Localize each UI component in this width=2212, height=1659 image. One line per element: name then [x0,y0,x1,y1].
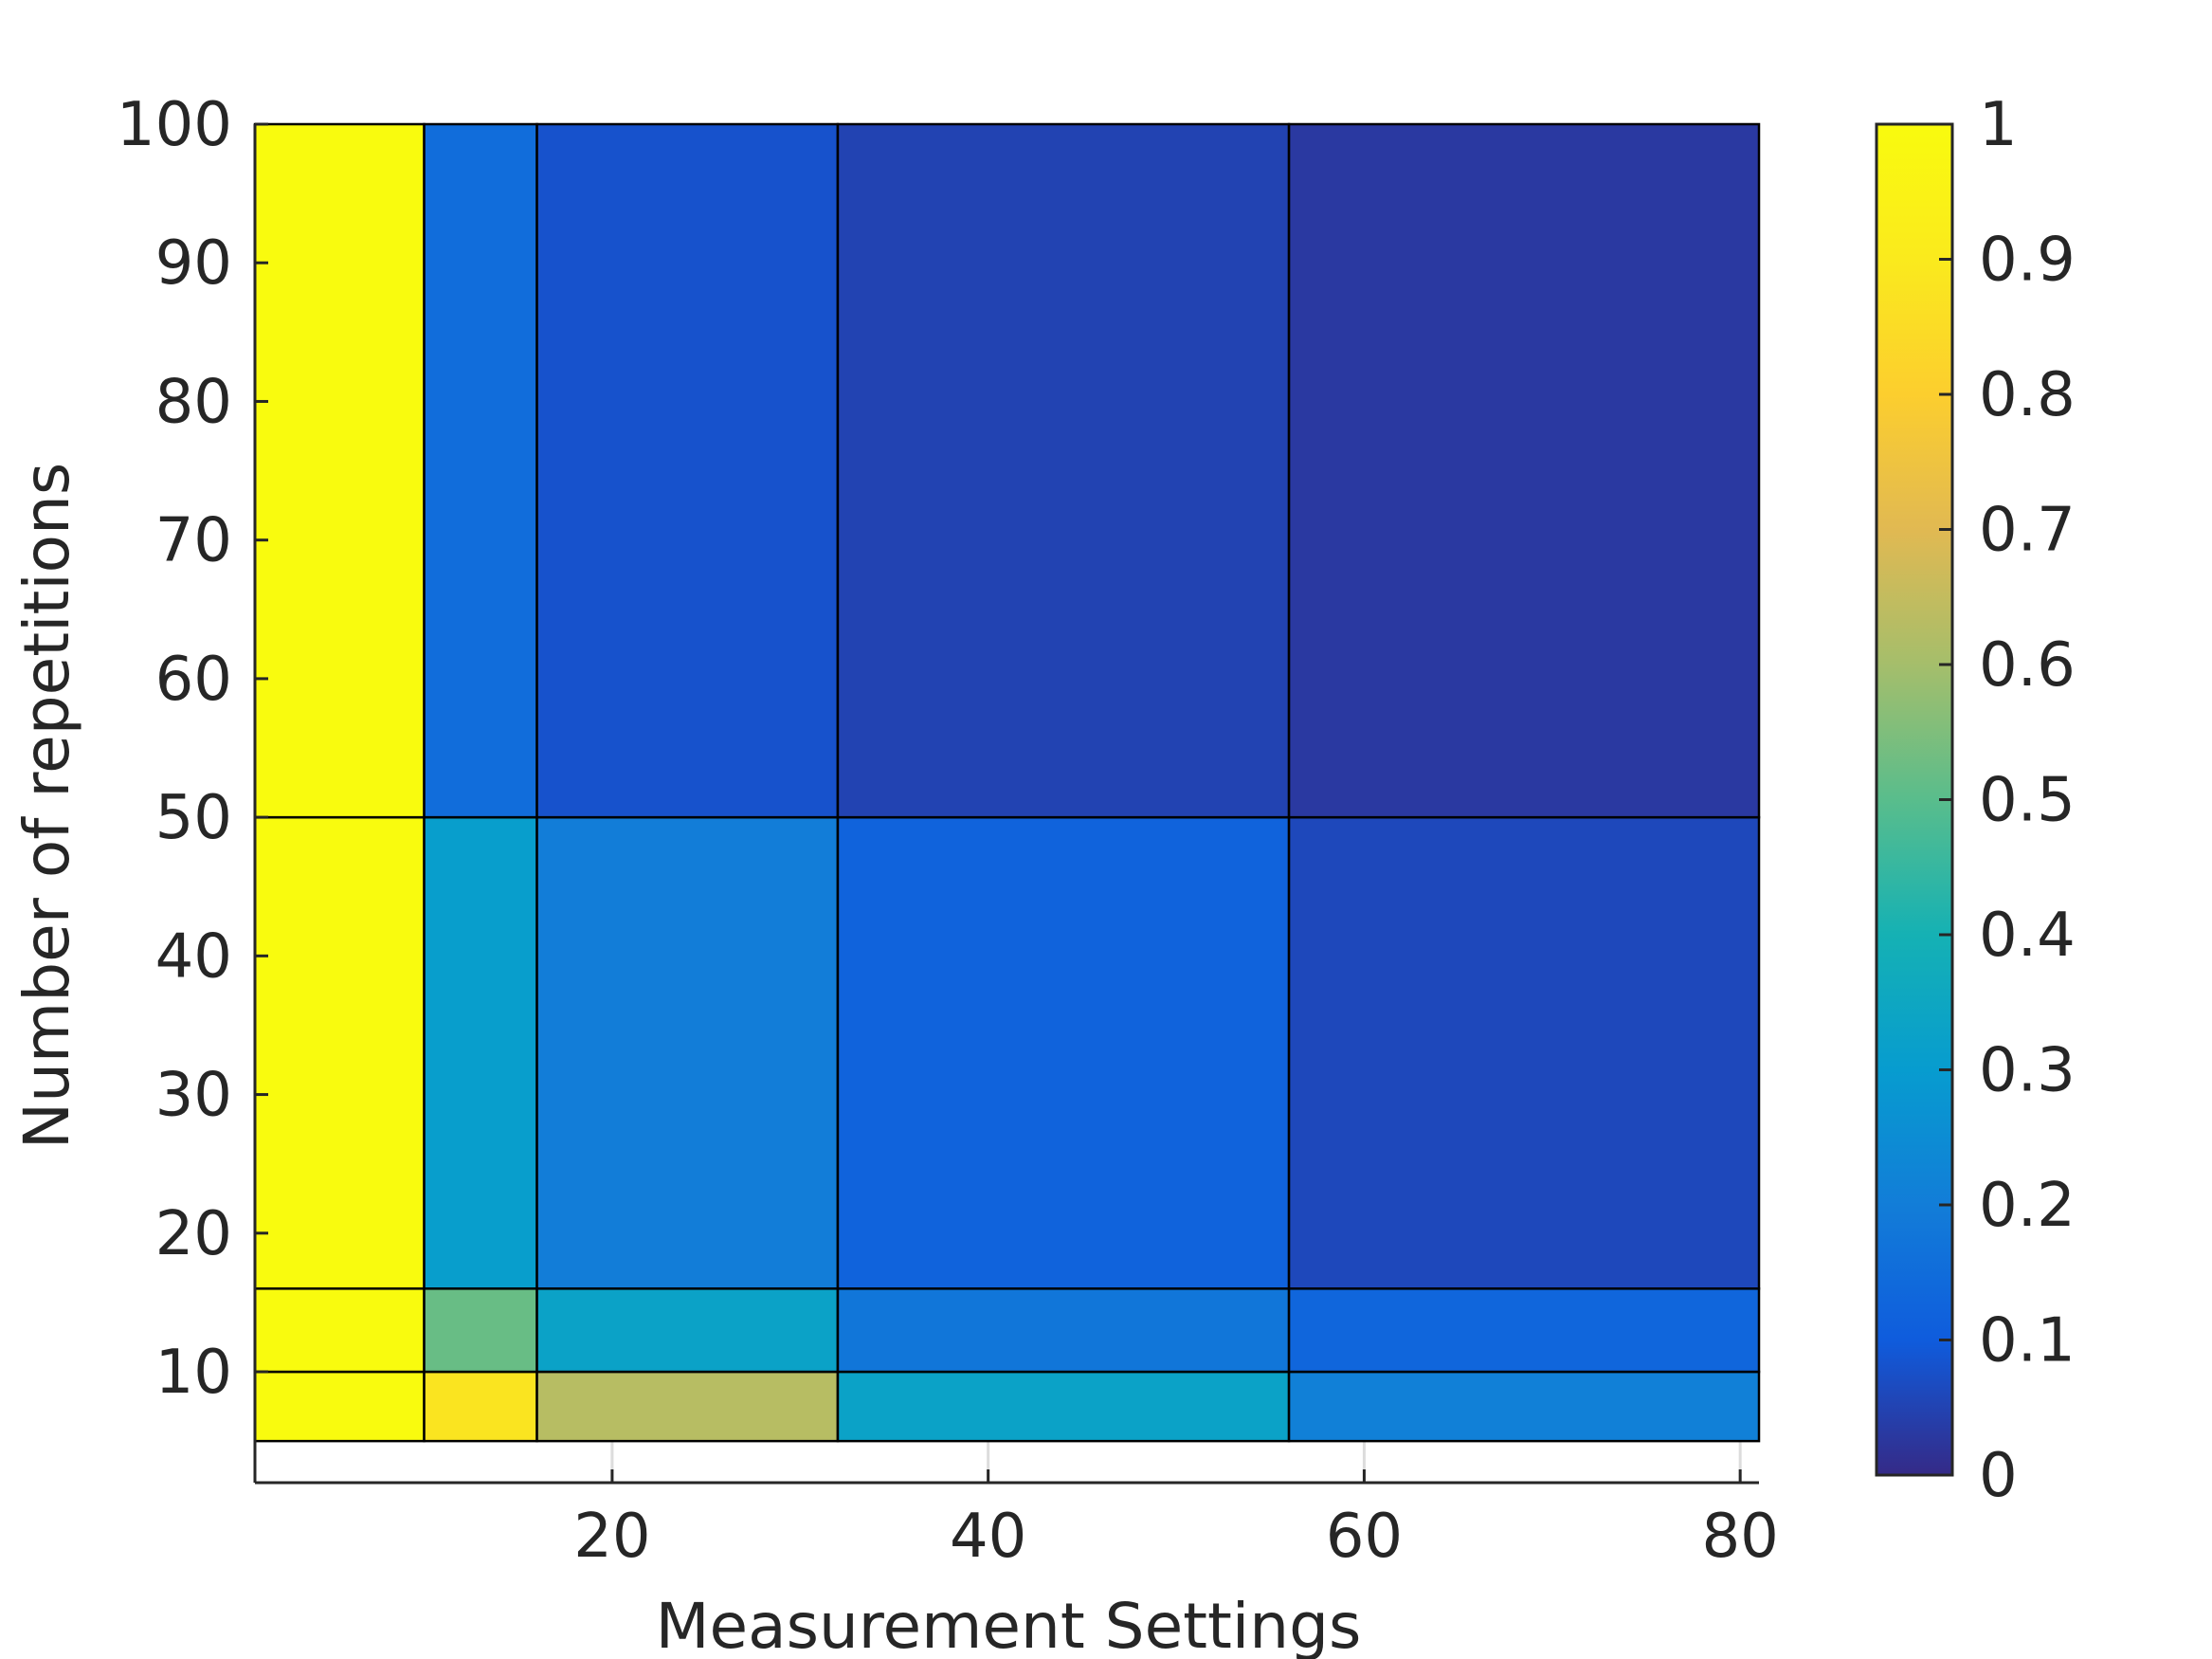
y-tick-label: 100 [117,90,232,160]
heatmap-cell [535,122,840,819]
colorbar-tick-label: 0.8 [1979,360,2076,430]
colorbar-tick-label: 0.4 [1979,901,2076,971]
x-axis-title: Measurement Settings [656,1590,1362,1659]
heatmap-cell [535,815,840,1290]
heatmap-cell [535,1370,840,1443]
y-tick-label: 10 [155,1338,232,1408]
y-tick-label: 90 [155,228,232,299]
colorbar-tick-label: 0.7 [1979,496,2076,566]
y-tick-label: 20 [155,1199,232,1269]
heatmap-cell [1287,1370,1761,1443]
heatmap-cell [423,1287,538,1374]
heatmap-cell [836,815,1291,1290]
colorbar-tick-label: 0.3 [1979,1036,2076,1106]
y-axis-title: Number of repetitions [10,463,83,1150]
heatmap-cell [836,1370,1291,1443]
heatmap-cell [1287,1287,1761,1374]
x-tick-label: 80 [1701,1502,1778,1572]
colorbar-tick-label: 0.5 [1979,766,2076,836]
colorbar-tick-label: 1 [1979,90,2018,160]
heatmap-cell [253,1287,426,1374]
heatmap-cell [1287,815,1761,1290]
heatmap-cells [253,122,1761,1443]
colorbar-ticks: 0 0.1 0.2 0.3 0.4 0.5 0.6 0.7 0.8 0.9 1 [1939,90,2076,1511]
heatmap-cell [836,122,1291,819]
heatmap-cell [253,122,426,819]
x-tick-label: 60 [1326,1502,1403,1572]
y-axis-ticks: 10 20 30 40 50 60 70 80 90 100 [117,90,268,1408]
colorbar-tick-label: 0.9 [1979,226,2076,296]
y-tick-label: 80 [155,367,232,437]
y-tick-label: 50 [155,783,232,853]
y-tick-label: 40 [155,921,232,992]
x-axis-ticks: 20 40 60 80 [253,124,1779,1572]
colorbar-tick-label: 0.6 [1979,630,2076,701]
heatmap-cell [836,1287,1291,1374]
heatmap-cell [253,815,426,1290]
y-tick-label: 60 [155,645,232,715]
heatmap-cell [423,122,538,819]
heatmap-cell [423,815,538,1290]
x-tick-label: 20 [573,1502,650,1572]
heatmap-cell [423,1370,538,1443]
colorbar-tick-label: 0.2 [1979,1171,2076,1241]
colorbar-tick-label: 0 [1979,1441,2018,1511]
colorbar-tick-label: 0.1 [1979,1306,2076,1376]
x-tick-label: 40 [950,1502,1026,1572]
heatmap-cell [253,1370,426,1443]
heatmap-cell [535,1287,840,1374]
y-tick-label: 30 [155,1061,232,1131]
y-tick-label: 70 [155,506,232,576]
heatmap-cell [1287,122,1761,819]
